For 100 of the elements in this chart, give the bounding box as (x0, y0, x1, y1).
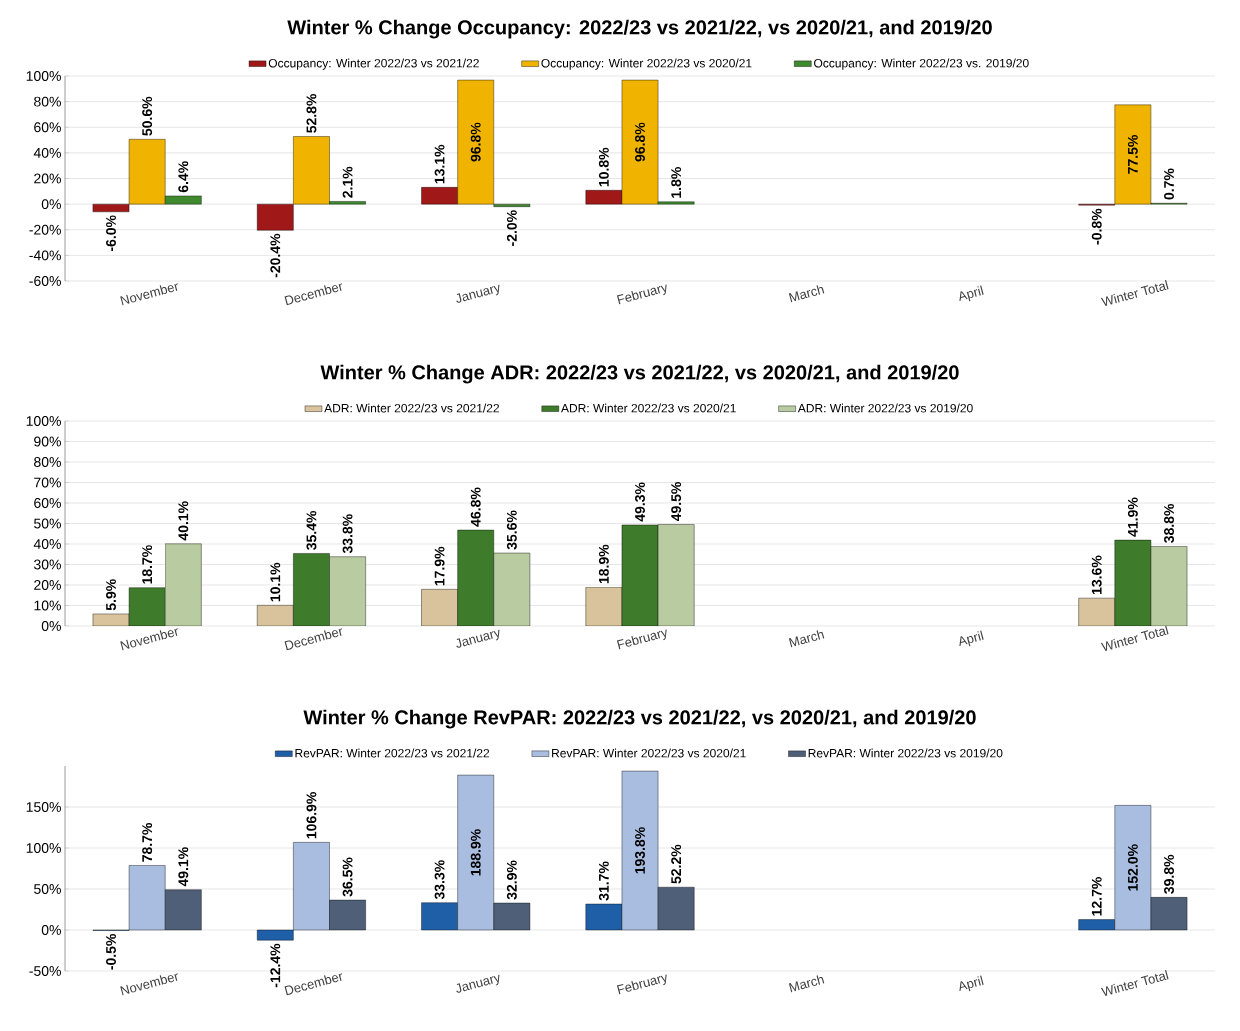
data-label: 35.4% (306, 510, 317, 550)
x-tick-label: December (284, 628, 342, 651)
data-label: 38.8% (1164, 503, 1174, 543)
data-label: -2.0% (506, 210, 517, 246)
data-label: 5.9% (106, 579, 116, 611)
bar (457, 529, 494, 626)
data-label: 0.7% (1164, 168, 1174, 200)
data-label: 2.1% (342, 166, 353, 198)
y-tick-label: 150% (26, 802, 61, 812)
data-label: -12.4% (270, 943, 281, 988)
x-tick-label: January (456, 974, 500, 993)
x-tick-label: November (120, 628, 178, 651)
data-label: 96.8% (635, 122, 645, 162)
y-tick-label: 30% (33, 559, 61, 570)
y-tick-label: 70% (34, 477, 61, 488)
x-tick-label: March (788, 630, 825, 648)
y-tick-label: -20% (29, 224, 61, 235)
data-label: 6.4% (178, 161, 189, 193)
legend-label: ADR: Winter 2022/23 vs 2020/21 (561, 403, 736, 413)
y-tick-label: 50% (34, 884, 61, 894)
y-tick-label: 40% (33, 539, 61, 549)
data-label: 50.6% (142, 96, 153, 136)
data-label: 36.5% (342, 857, 353, 897)
data-label: 18.9% (598, 544, 609, 584)
data-label: 52.8% (306, 93, 317, 133)
legend-label: Occupancy: Winter 2022/23 vs 2020/21 (541, 58, 752, 70)
x-tick-label: Winter Total (1100, 970, 1169, 996)
legend-label: ADR: Winter 2022/23 vs 2021/22 (324, 403, 499, 413)
data-label: 10.8% (598, 147, 609, 187)
data-label: 77.5% (1127, 135, 1138, 174)
data-label: -20.4% (270, 233, 281, 278)
y-tick-label: -60% (29, 276, 61, 286)
y-tick-label: 100% (26, 416, 61, 426)
data-label: 78.7% (142, 822, 153, 862)
y-tick-label: 50% (34, 518, 61, 529)
x-tick-label: April (959, 630, 984, 647)
x-tick-label: March (788, 285, 825, 303)
data-label: 49.3% (635, 482, 645, 522)
data-label: 1.8% (671, 167, 682, 198)
x-tick-label: Winter Total (1100, 280, 1169, 306)
data-label: 35.6% (506, 510, 517, 550)
data-label: -0.8% (1091, 208, 1102, 245)
x-tick-label: December (284, 973, 342, 996)
x-tick-label: November (120, 973, 178, 996)
data-label: 32.9% (506, 860, 517, 900)
y-tick-label: 60% (34, 122, 61, 133)
chart-title: Winter % Change Occupancy: 2022/23 vs 2021/22, vs 2020/21, and 2019/20 (287, 19, 992, 39)
x-tick-label: November (120, 283, 178, 306)
x-tick-label: February (616, 974, 667, 995)
y-tick-label: 80% (34, 96, 61, 107)
x-tick-label: February (616, 284, 667, 305)
y-tick-label: 20% (34, 173, 61, 184)
data-label: 96.8% (470, 122, 481, 162)
y-tick-label: -50% (29, 966, 61, 976)
data-label: 33.8% (342, 514, 353, 554)
data-label: 152.0% (1127, 844, 1138, 891)
data-label: 52.2% (671, 844, 682, 884)
legend-label: RevPAR: Winter 2022/23 vs 2020/21 (552, 748, 746, 758)
data-label: 49.1% (178, 847, 189, 887)
data-label: 41.9% (1127, 497, 1138, 537)
bar (1114, 539, 1152, 626)
y-tick-label: 0% (41, 621, 61, 631)
x-tick-label: December (284, 283, 342, 306)
bar (621, 524, 659, 626)
data-label: 13.1% (434, 144, 445, 184)
y-tick-label: 100% (26, 71, 61, 81)
x-tick-label: January (456, 284, 500, 303)
y-tick-label: 20% (34, 580, 61, 590)
y-tick-label: 60% (34, 498, 61, 508)
x-tick-label: April (959, 975, 984, 992)
data-label: 33.3% (434, 860, 445, 900)
x-tick-label: Winter Total (1100, 625, 1169, 651)
chart-title: Winter % Change ADR: 2022/23 vs 2021/22, vs 2020/21, and 2019/20 (320, 364, 959, 384)
chart-title: Winter % Change RevPAR: 2022/23 vs 2021/22, vs 2020/21, and 2019/20 (303, 709, 976, 729)
x-tick-label: February (616, 629, 667, 650)
y-tick-label: 0% (41, 199, 61, 210)
y-tick-label: 90% (34, 436, 61, 447)
data-label: 12.7% (1091, 877, 1102, 916)
data-label: 188.9% (470, 829, 481, 876)
data-label: 13.6% (1091, 555, 1102, 595)
y-tick-label: 10% (34, 600, 61, 611)
data-label: 49.5% (671, 482, 682, 522)
x-tick-label: April (959, 285, 984, 302)
data-label: 46.8% (470, 487, 481, 527)
y-tick-label: 40% (33, 147, 61, 158)
y-tick-label: 0% (41, 925, 61, 935)
y-tick-label: 80% (34, 457, 61, 467)
bar (128, 587, 166, 626)
data-label: 31.7% (598, 861, 609, 901)
data-label: 10.1% (270, 562, 281, 602)
data-label: 39.8% (1164, 854, 1174, 894)
legend-label: ADR: Winter 2022/23 vs 2019/20 (797, 403, 973, 413)
data-label: 193.8% (635, 827, 645, 874)
data-label: 17.9% (434, 546, 445, 586)
legend-label: Occupancy: Winter 2022/23 vs. 2019/20 (814, 58, 1029, 70)
y-tick-label: 100% (26, 843, 61, 853)
data-label: -0.5% (106, 933, 116, 970)
legend-label: RevPAR: Winter 2022/23 vs 2019/20 (808, 748, 1003, 758)
legend-label: RevPAR: Winter 2022/23 vs 2021/22 (295, 748, 490, 758)
x-tick-label: March (788, 975, 825, 993)
